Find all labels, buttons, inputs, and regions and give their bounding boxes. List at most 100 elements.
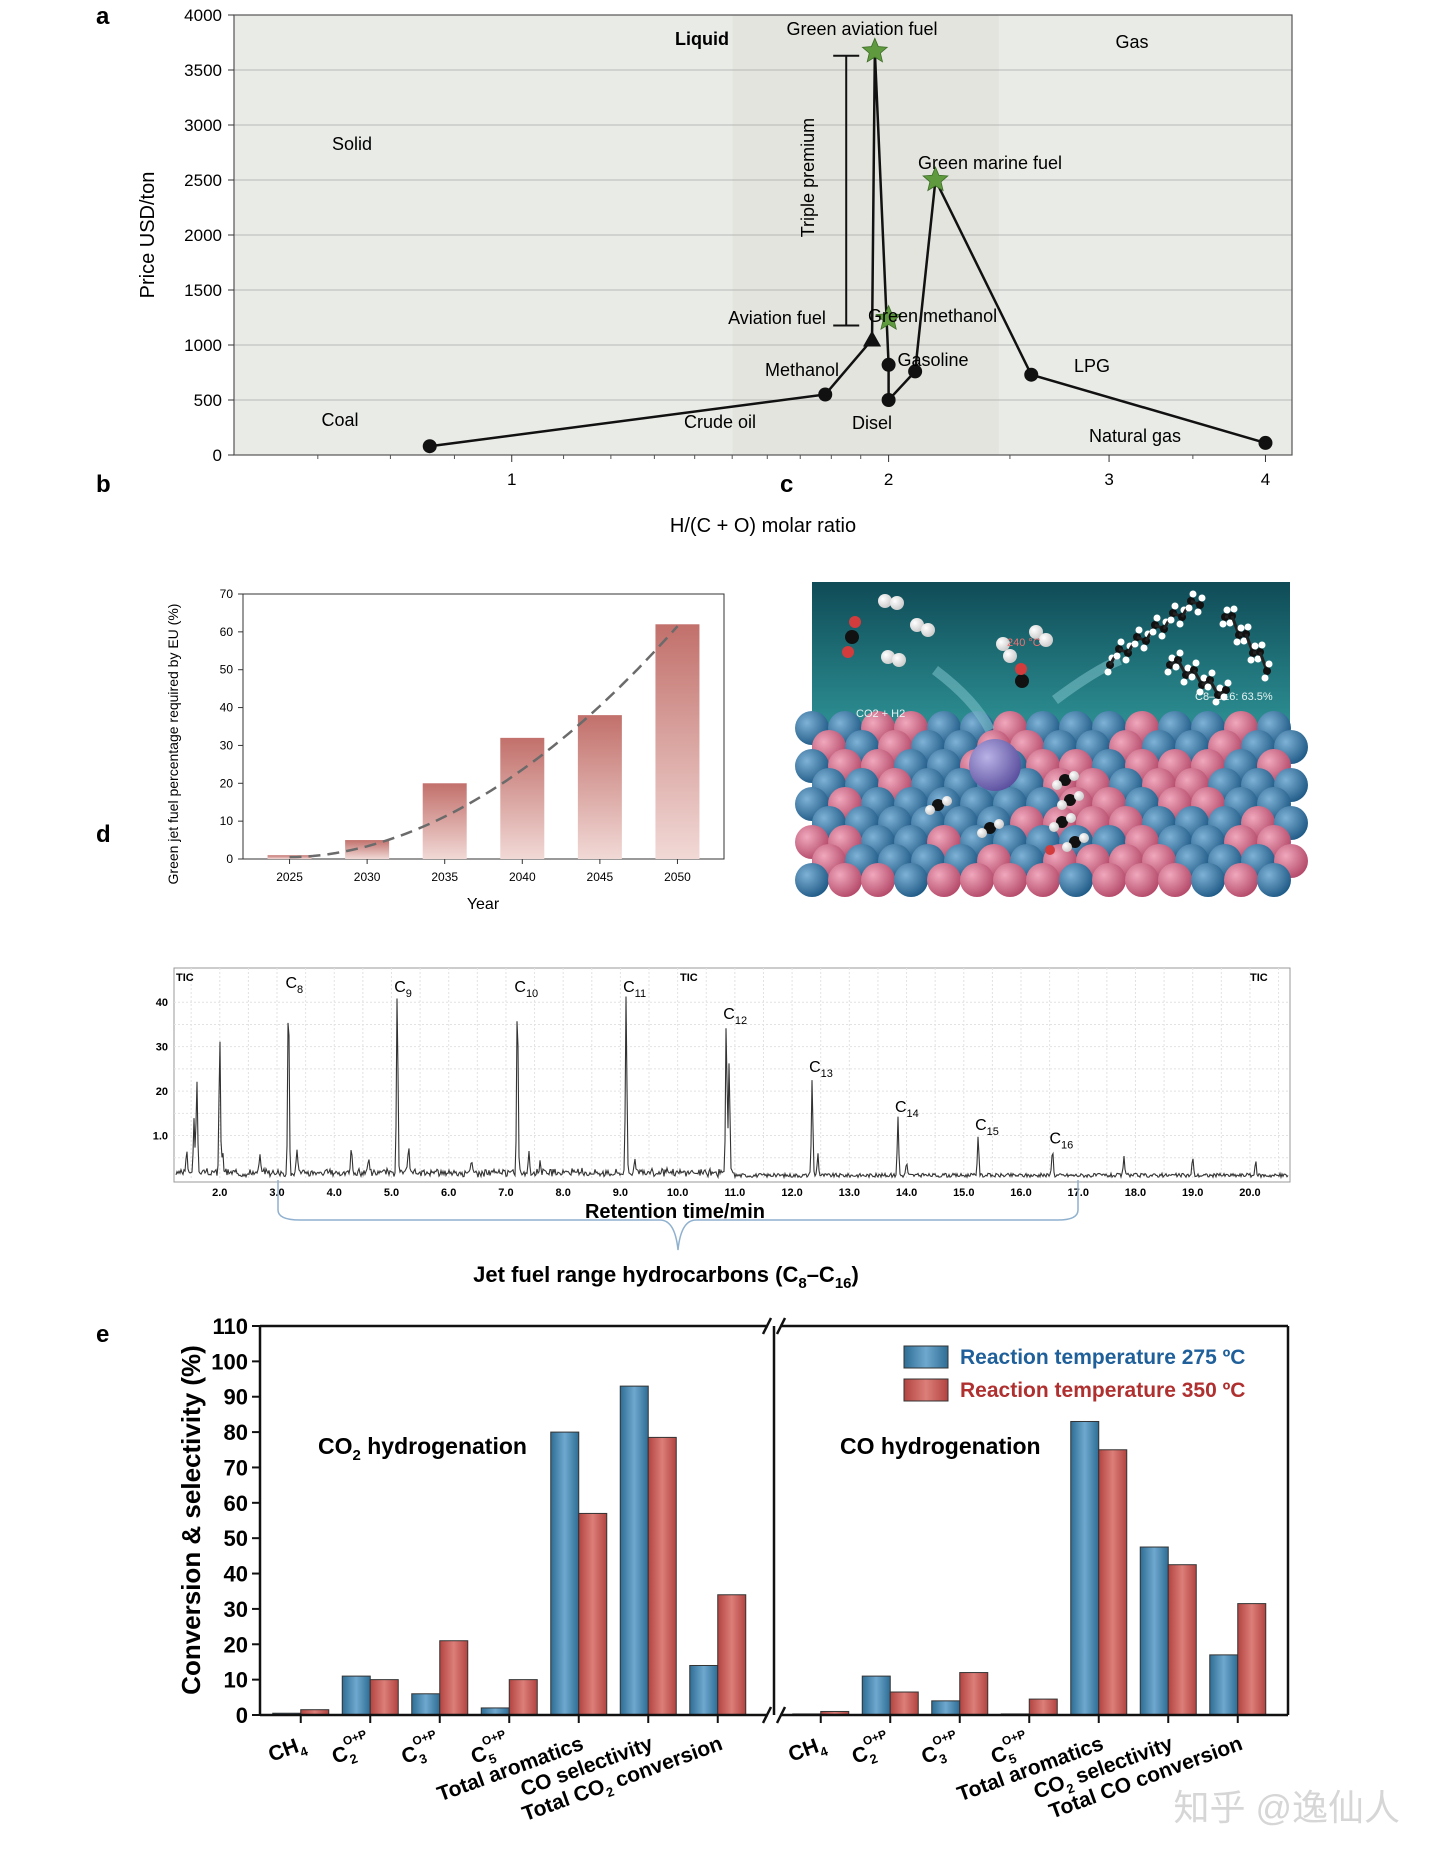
bar-co-5-350C — [1167, 1564, 1197, 1716]
adsorbed-hydrogen — [942, 796, 952, 806]
x-tick-label: 20.0 — [1239, 1187, 1260, 1199]
x-tick-label: 19.0 — [1182, 1187, 1203, 1199]
chain-hydrogen — [1208, 669, 1216, 677]
x-tick-label: 4.0 — [327, 1187, 342, 1199]
legend-swatch-350 — [903, 1378, 949, 1402]
y-tick-label: 20 — [220, 776, 234, 790]
x-label-co-0: CH4 — [785, 1732, 830, 1770]
chain-hydrogen — [1184, 664, 1192, 672]
chain-hydrogen — [1153, 614, 1161, 622]
bar-co2-4-350C — [578, 1512, 608, 1716]
point-green-aviation-fuel — [861, 37, 889, 63]
atom-blue — [795, 863, 829, 897]
y-tick-label: 3000 — [184, 116, 222, 135]
chain-hydrogen — [1219, 620, 1227, 628]
atom-pink — [1026, 863, 1060, 897]
x-label-co-2: CO+P3 — [916, 1726, 969, 1773]
y-tick-label: 70 — [220, 587, 234, 601]
chain-hydrogen — [1223, 606, 1231, 614]
adsorbed-carbon — [1059, 774, 1071, 786]
bar-co-4-275C — [1070, 1420, 1100, 1716]
chain-hydrogen — [1226, 619, 1234, 627]
x-tick-label: 10.0 — [667, 1187, 688, 1199]
y-tick-label: 40 — [224, 1562, 248, 1587]
chain-hydrogen — [1176, 620, 1184, 628]
chain-carbon — [1196, 601, 1204, 609]
bar-2035 — [422, 783, 467, 859]
label-natural-gas: Natural gas — [1089, 426, 1181, 446]
panel-a-ylabel: Price USD/ton — [137, 172, 159, 299]
x-tick-label: 2035 — [431, 870, 458, 884]
x-tick-label: 11.0 — [724, 1187, 745, 1199]
adsorbed-hydrogen — [1079, 833, 1089, 843]
chain-hydrogen — [1237, 624, 1245, 632]
chain-hydrogen — [1261, 674, 1269, 682]
x-label-co-3: CO+P5 — [986, 1726, 1039, 1773]
adsorbed-hydrogen — [1074, 791, 1084, 801]
chain-hydrogen — [1131, 640, 1139, 648]
reaction-arrow-left — [931, 666, 995, 733]
bar-2050 — [655, 624, 700, 859]
bar-co2-1-275C — [341, 1675, 371, 1716]
y-tick-label: 110 — [213, 1314, 249, 1339]
chain-hydrogen — [1220, 693, 1228, 701]
point-disel — [881, 393, 896, 407]
chain-hydrogen — [1240, 637, 1248, 645]
adsorbed-hydrogen — [1052, 780, 1062, 790]
label-methanol: Methanol — [765, 360, 839, 380]
tic-label-3: TIC — [1250, 972, 1268, 984]
jet-fuel-range-label: Jet fuel range hydrocarbons (C8–C16) — [473, 1262, 859, 1292]
y-tick-label: 60 — [224, 1491, 248, 1516]
point-green-marine-fuel — [922, 165, 949, 192]
y-tick-label: 90 — [224, 1385, 248, 1410]
atom-blue — [894, 863, 928, 897]
chain-carbon — [1263, 667, 1271, 675]
group-title-co2: CO2 hydrogenation — [318, 1433, 527, 1464]
atom-pink — [927, 863, 961, 897]
active-site-atom — [969, 739, 1021, 791]
y-tick-label: 30 — [156, 1042, 168, 1054]
label-green-marine-fuel: Green marine fuel — [918, 153, 1062, 173]
chain-hydrogen — [1247, 656, 1255, 664]
y-tick-label: 1000 — [184, 336, 222, 355]
x-tick-label: 2.0 — [212, 1187, 227, 1199]
atom-blue — [1257, 863, 1291, 897]
chain-hydrogen — [1233, 638, 1241, 646]
label-green-aviation-fuel: Green aviation fuel — [786, 19, 937, 39]
panel-b-ylabel: Green jet fuel percentage required by EU… — [165, 604, 181, 885]
atom-pink — [1092, 863, 1126, 897]
x-tick-label: 2040 — [509, 870, 536, 884]
chromatogram: 1.0 20 30 40 2.0 3.0 4.0 5.0 6.0 7.0 8.0 9.0 10.0 11… — [153, 967, 1291, 1292]
label-temperature: 240 °C — [1007, 637, 1041, 649]
chain-hydrogen — [1265, 660, 1273, 668]
peak-label-c13: C13 — [809, 1059, 833, 1080]
chain-hydrogen — [1212, 698, 1220, 706]
x-tick-label: 16.0 — [1010, 1187, 1031, 1199]
peak-label-c12: C12 — [723, 1006, 747, 1027]
y-tick-label: 20 — [224, 1632, 248, 1657]
y-tick-label: 30 — [224, 1597, 248, 1622]
y-tick-label: 0 — [213, 446, 222, 465]
x-tick-label: 5.0 — [384, 1187, 399, 1199]
label-reactants: CO2 + H2 — [856, 708, 905, 720]
y-tick-label: 100 — [211, 1349, 248, 1374]
region-label-gas: Gas — [1115, 32, 1148, 52]
y-tick-label: 80 — [224, 1420, 248, 1445]
y-tick-label: 3500 — [184, 61, 222, 80]
bar-co2-2-350C — [439, 1640, 469, 1716]
x-tick-label: 18.0 — [1125, 1187, 1146, 1199]
y-tick-label: 60 — [220, 625, 234, 639]
peak-label-c10: C10 — [514, 979, 538, 1000]
catalyst-illustration: CO2 + H2 240 °C C8–C16: 63.5% — [795, 582, 1308, 897]
chain-hydrogen — [1194, 608, 1202, 616]
chain-hydrogen — [1171, 602, 1179, 610]
hydrocarbon-chains — [1104, 590, 1273, 706]
x-tick-label: 2030 — [354, 870, 381, 884]
chain-hydrogen — [1122, 656, 1130, 664]
adsorbed-hydrogen — [1049, 822, 1059, 832]
adsorbed-hydrogen — [977, 828, 987, 838]
point-aviation-fuel — [863, 330, 882, 347]
tic-label-2: TIC — [680, 972, 698, 984]
adsorbed-hydrogen — [1066, 813, 1076, 823]
price-vs-ratio-chart: Solid Liquid Gas 0 500 1000 1500 2000 2500 3000 3… — [137, 6, 1293, 537]
